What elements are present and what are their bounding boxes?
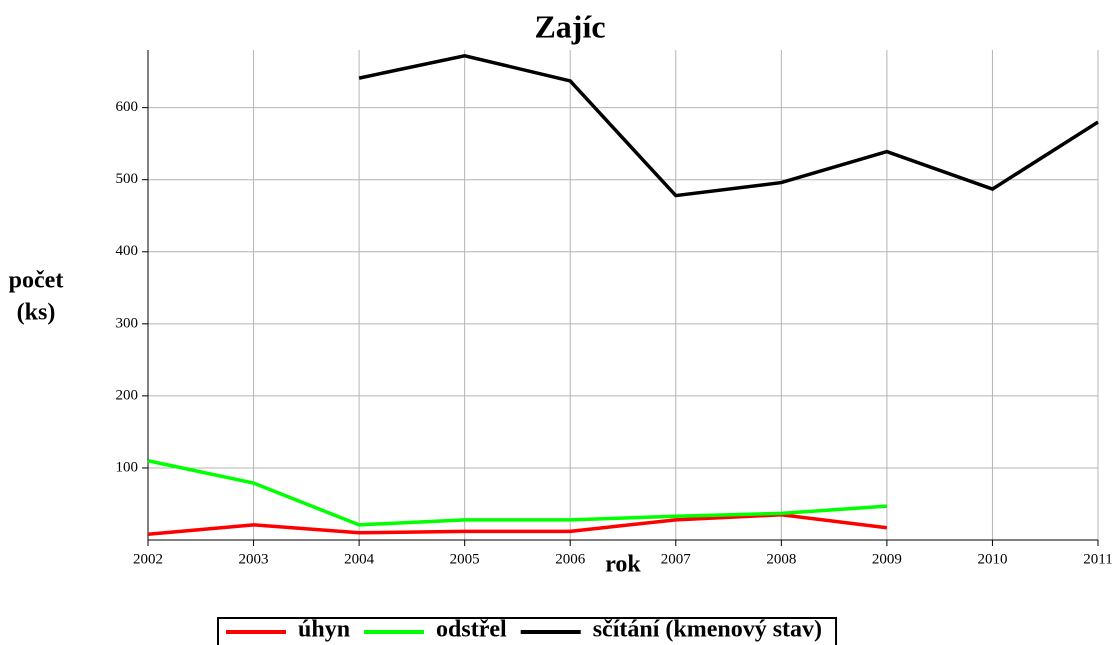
series-line: [358, 53, 1099, 198]
x-tick-label: 2002: [133, 551, 163, 567]
y-axis-label: (ks): [17, 300, 56, 326]
y-tick-label: 600: [116, 99, 139, 115]
x-tick-label: 2010: [977, 551, 1007, 567]
y-tick-label: 100: [116, 459, 139, 475]
x-tick-label: 2004: [344, 551, 375, 567]
x-tick-label: 2008: [766, 551, 796, 567]
series-line: [147, 513, 888, 536]
y-tick-label: 400: [116, 243, 139, 259]
x-tick-label: 2006: [555, 551, 586, 567]
legend-label: sčítání (kmenový stav): [593, 617, 822, 643]
series-line: [147, 459, 888, 527]
y-tick-label: 200: [116, 387, 139, 403]
x-tick-label: 2003: [239, 551, 269, 567]
legend-label: úhyn: [298, 617, 350, 643]
y-axis-label: počet: [9, 268, 64, 294]
x-tick-label: 2009: [872, 551, 902, 567]
x-tick-label: 2005: [450, 551, 480, 567]
legend-label: odstřel: [436, 617, 507, 643]
chart-title: Zajíc: [534, 8, 605, 44]
x-axis-label: rok: [605, 552, 641, 578]
y-tick-label: 500: [116, 171, 139, 187]
x-tick-label: 2007: [661, 551, 692, 567]
y-tick-label: 300: [116, 315, 139, 331]
x-tick-label: 2011: [1083, 551, 1112, 567]
